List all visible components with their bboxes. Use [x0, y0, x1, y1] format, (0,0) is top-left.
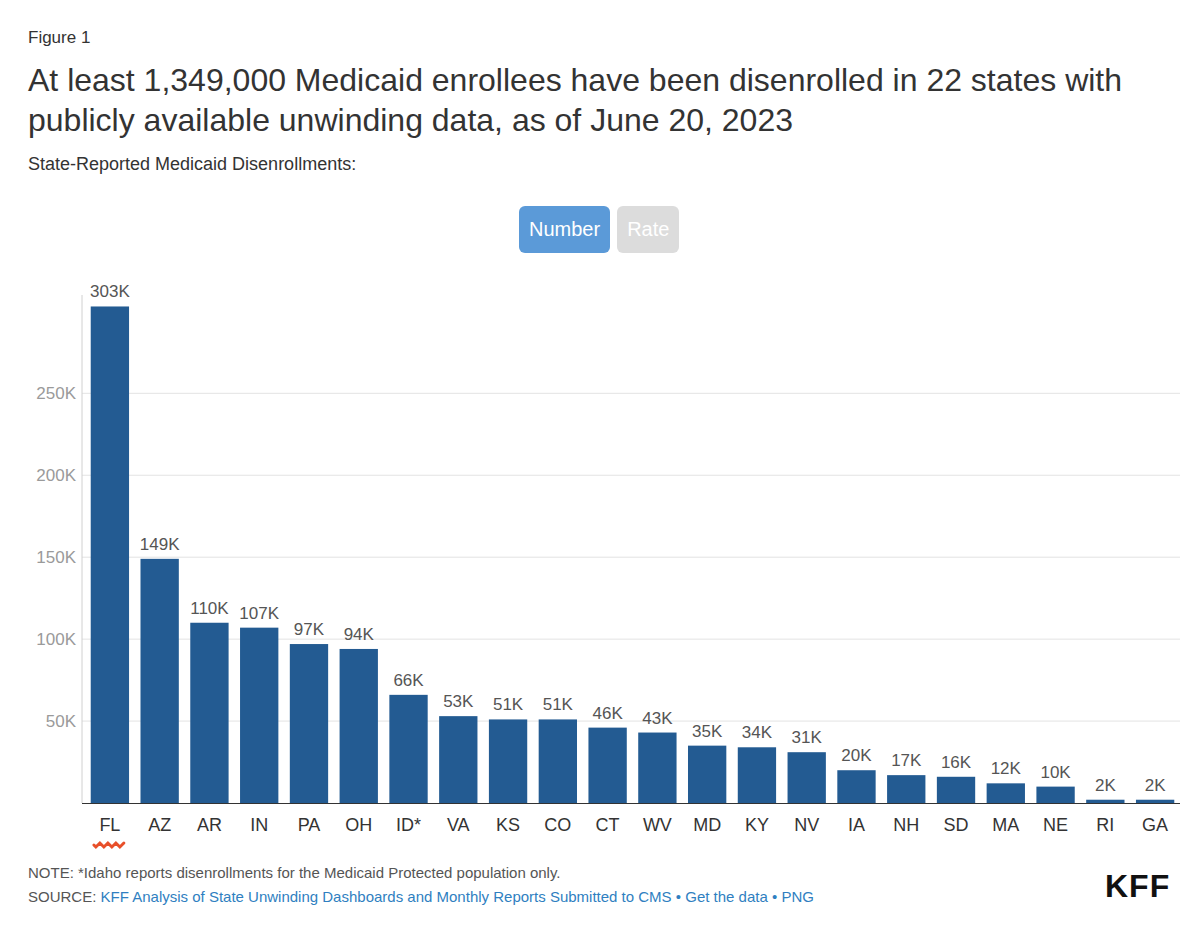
category-label: KY	[745, 815, 769, 835]
data-label: 10K	[1040, 763, 1071, 782]
data-label: 66K	[393, 671, 424, 690]
data-label: 31K	[792, 728, 823, 747]
source: SOURCE: KFF Analysis of State Unwinding …	[28, 888, 814, 905]
bar	[837, 770, 875, 803]
category-label: RI	[1096, 815, 1114, 835]
data-label: 35K	[692, 722, 723, 741]
bar	[91, 306, 129, 803]
bar	[638, 733, 676, 803]
chart: 50K 100K 150K 200K 250K 303K FL 149K AZ 110K AR 107…	[0, 0, 1200, 931]
grid-line	[82, 557, 1180, 558]
highlight-underline	[94, 843, 124, 847]
data-label: 16K	[941, 753, 972, 772]
bar	[240, 628, 278, 803]
category-label: ID*	[396, 815, 421, 835]
data-label: 51K	[543, 695, 574, 714]
data-label: 97K	[294, 620, 325, 639]
y-axis-line	[82, 295, 83, 803]
bar	[190, 623, 228, 803]
data-label: 43K	[642, 709, 673, 728]
data-label: 303K	[90, 282, 130, 301]
tick-label: 150K	[36, 548, 76, 567]
category-label: FL	[99, 815, 120, 835]
bar	[887, 775, 925, 803]
bar	[588, 728, 626, 803]
source-link[interactable]: PNG	[781, 888, 814, 905]
bar	[1086, 800, 1124, 803]
data-label: 20K	[841, 746, 872, 765]
data-label: 53K	[443, 692, 474, 711]
tick-label: 250K	[36, 384, 76, 403]
subtitle: State-Reported Medicaid Disenrollments:	[28, 154, 356, 175]
source-label: SOURCE:	[28, 888, 96, 905]
bar	[340, 649, 378, 803]
bar	[1136, 800, 1174, 803]
category-label: MA	[992, 815, 1019, 835]
data-label: 2K	[1145, 776, 1166, 795]
data-label: 46K	[592, 704, 623, 723]
category-label: VA	[447, 815, 470, 835]
toggle-button[interactable]: Number	[519, 206, 610, 253]
data-label: 51K	[493, 695, 524, 714]
category-label: AR	[197, 815, 222, 835]
category-label: NV	[794, 815, 819, 835]
x-axis-line	[82, 803, 1180, 804]
toggle-buttons: NumberRate	[519, 206, 679, 253]
bar	[788, 752, 826, 803]
title: At least 1,349,000 Medicaid enrollees ha…	[28, 60, 1148, 140]
data-label: 149K	[140, 535, 180, 554]
separator: •	[772, 888, 777, 905]
data-label: 17K	[891, 751, 922, 770]
category-label: KS	[496, 815, 520, 835]
labels: 303K FL 149K AZ 110K AR 107K IN 97K PA 94K OH 66K ID*…	[90, 282, 1168, 835]
bar	[987, 783, 1025, 803]
data-label: 34K	[742, 723, 773, 742]
bar	[1036, 787, 1074, 803]
bar	[439, 716, 477, 803]
category-label: MD	[693, 815, 721, 835]
bar	[539, 719, 577, 803]
bar	[140, 559, 178, 803]
note: NOTE: *Idaho reports disenrollments for …	[28, 864, 561, 881]
bar	[389, 695, 427, 803]
source-link[interactable]: Get the data	[685, 888, 768, 905]
separator: •	[676, 888, 681, 905]
logo: KFF	[1105, 868, 1170, 905]
grid-line	[82, 475, 1180, 476]
category-label: NH	[893, 815, 919, 835]
category-label: OH	[345, 815, 372, 835]
category-label: CO	[544, 815, 571, 835]
category-label: WV	[643, 815, 672, 835]
data-label: 94K	[344, 625, 375, 644]
category-label: GA	[1142, 815, 1168, 835]
grid-line	[82, 393, 1180, 394]
bar	[290, 644, 328, 803]
data-label: 110K	[190, 599, 229, 618]
bars	[91, 306, 1175, 803]
data-label: 2K	[1095, 776, 1116, 795]
figure-label: Figure 1	[28, 28, 90, 48]
tick-label: 50K	[46, 712, 77, 731]
bar	[738, 747, 776, 803]
source-link[interactable]: KFF Analysis of State Unwinding Dashboar…	[101, 888, 672, 905]
toggle-button[interactable]: Rate	[617, 206, 679, 253]
data-label: 107K	[239, 604, 279, 623]
category-label: IN	[250, 815, 268, 835]
category-label: CT	[596, 815, 620, 835]
category-label: PA	[298, 815, 321, 835]
category-label: AZ	[148, 815, 171, 835]
tick-label: 200K	[36, 466, 76, 485]
bar	[489, 719, 527, 803]
bar	[688, 746, 726, 803]
category-label: IA	[848, 815, 865, 835]
tick-label: 100K	[36, 630, 76, 649]
bar	[937, 777, 975, 803]
category-label: SD	[944, 815, 969, 835]
category-label: NE	[1043, 815, 1068, 835]
data-label: 12K	[991, 759, 1022, 778]
